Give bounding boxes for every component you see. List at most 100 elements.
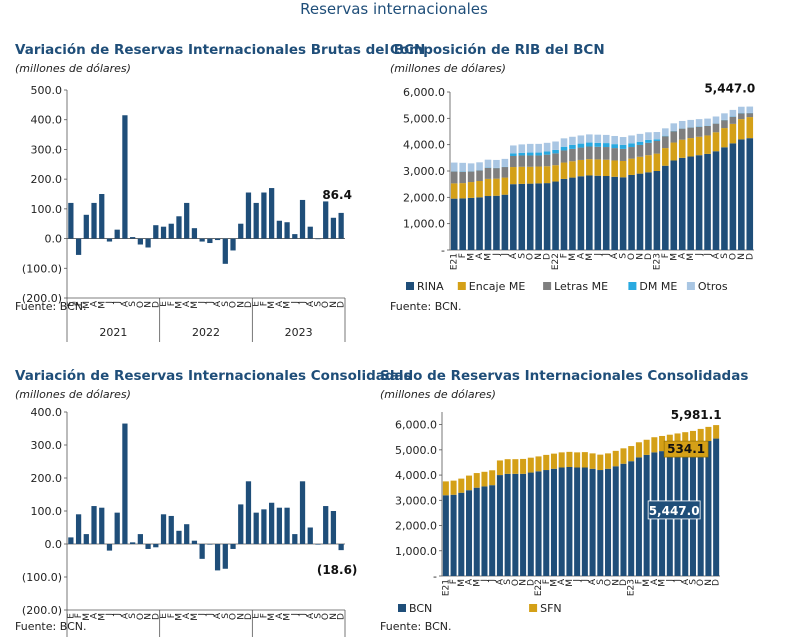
bar-segment xyxy=(712,132,720,152)
bar xyxy=(153,225,159,239)
x-tick-label: A xyxy=(712,252,722,259)
x-tick-label: D xyxy=(619,579,629,586)
bar-segment xyxy=(611,176,618,250)
stacked-bar-chart: 6,000.0 5,000.0 4,000.0 3,000.0 2,000.0 1,000… xyxy=(395,408,722,615)
month-label: J xyxy=(205,613,215,617)
month-label: F xyxy=(167,301,177,306)
bar-segment xyxy=(612,466,619,576)
chart-title: Variación de Reservas Internacionales Br… xyxy=(15,42,426,58)
y-tick-label: 2,000.0 xyxy=(395,520,437,533)
month-label: J xyxy=(113,613,123,617)
bar-segment xyxy=(678,128,686,140)
legend-label: SFN xyxy=(540,602,562,615)
bar-segment xyxy=(695,155,703,250)
legend-swatch xyxy=(628,282,637,290)
bar-segment xyxy=(705,441,712,576)
bar xyxy=(245,481,252,544)
x-tick-label: F xyxy=(661,253,671,258)
bar xyxy=(106,238,113,242)
month-label: J xyxy=(290,301,300,305)
bar-segment xyxy=(645,172,652,250)
x-tick-label: J xyxy=(703,253,713,257)
month-label: M xyxy=(97,301,107,309)
bar-segment xyxy=(619,160,627,178)
bar xyxy=(130,237,136,239)
x-tick-label: A xyxy=(475,252,485,259)
bar-segment xyxy=(738,106,745,114)
bar-segment xyxy=(458,478,465,493)
bar-segment xyxy=(620,463,627,576)
x-tick-label: S xyxy=(517,253,527,259)
bar-segment xyxy=(535,143,542,153)
month-label: M xyxy=(174,613,184,621)
bar-segment xyxy=(721,120,728,129)
bar-segment xyxy=(619,177,627,250)
bar-segment xyxy=(713,425,720,439)
year-label: 2021 xyxy=(99,326,127,339)
y-tick-label: 4,000.0 xyxy=(403,139,445,152)
bar-segment xyxy=(738,139,745,250)
legend-swatch xyxy=(398,604,406,612)
bar-segment xyxy=(450,171,458,184)
bar-segment xyxy=(653,140,661,154)
chart-title: Saldo de Reservas Internacionales Consol… xyxy=(380,368,749,384)
month-label: E xyxy=(159,613,169,619)
bar-segment xyxy=(459,171,466,184)
bar-segment xyxy=(577,176,585,250)
bar xyxy=(168,515,174,544)
x-tick-label: A xyxy=(557,578,567,585)
bar-segment xyxy=(704,153,711,250)
x-tick-label: N xyxy=(611,579,621,586)
x-tick-label: O xyxy=(627,253,637,260)
x-tick-label: E23 xyxy=(652,253,662,270)
chart-title: Composición de RIB del BCN xyxy=(390,42,605,58)
bar-segment xyxy=(738,119,745,140)
bar-segment xyxy=(459,162,466,172)
bar-segment xyxy=(687,119,694,128)
bar-segment xyxy=(489,470,496,486)
bar-segment xyxy=(721,113,728,120)
bar-segment xyxy=(643,439,650,455)
bar-segment xyxy=(512,459,519,474)
x-tick-label: E21 xyxy=(450,253,460,270)
bar xyxy=(253,202,259,239)
bar-segment xyxy=(476,170,483,182)
bar-segment xyxy=(566,451,573,468)
bar-segment xyxy=(620,448,627,464)
y-tick-label: 400.0 xyxy=(31,406,63,419)
month-label: D xyxy=(244,613,254,620)
legend-swatch xyxy=(529,604,538,612)
month-label: J xyxy=(198,301,208,305)
bar-segment xyxy=(535,456,542,472)
month-label: D xyxy=(244,301,254,308)
bar-segment xyxy=(493,159,500,168)
bar-segment xyxy=(594,146,602,160)
bar-segment xyxy=(605,468,612,576)
bar-segment xyxy=(643,454,650,576)
bar-segment xyxy=(484,178,492,197)
x-tick-label: M xyxy=(642,579,652,587)
y-tick-label: 1,000.0 xyxy=(395,545,437,558)
y-tick-label: 300.0 xyxy=(31,143,63,156)
bar-segment xyxy=(518,144,526,153)
chart-subtitle: (millones de dólares) xyxy=(380,388,496,401)
month-label: J xyxy=(298,301,308,305)
x-tick-label: O xyxy=(511,579,521,586)
bar-segment xyxy=(611,148,618,161)
month-label: O xyxy=(229,613,239,620)
bar-segment xyxy=(705,426,712,442)
x-tick-label: M xyxy=(568,253,578,261)
bar-segment xyxy=(526,155,534,167)
bar-segment xyxy=(560,138,568,147)
month-label: F xyxy=(259,301,269,306)
bar-segment xyxy=(612,450,619,467)
bar-segment xyxy=(550,453,557,469)
month-label: F xyxy=(259,613,269,618)
bar-segment xyxy=(493,178,500,196)
bar-segment xyxy=(569,177,576,250)
data-label: (18.6) xyxy=(317,563,358,577)
month-label: A xyxy=(120,612,130,619)
bar-segment xyxy=(636,133,644,142)
month-label: M xyxy=(283,613,293,621)
